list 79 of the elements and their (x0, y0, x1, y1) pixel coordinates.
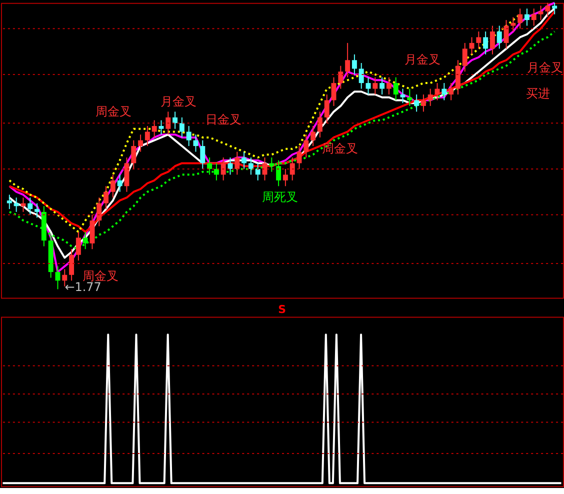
annotation: 周金叉 (322, 141, 358, 156)
candlestick (462, 42, 468, 72)
candlestick (34, 202, 40, 218)
candlestick (214, 162, 219, 181)
candlestick (476, 30, 482, 50)
candlestick (448, 82, 454, 101)
candlestick (372, 76, 378, 95)
candlestick (352, 54, 357, 75)
candlestick (186, 125, 192, 147)
candlestick (131, 140, 136, 170)
candlestick (386, 76, 392, 95)
candlestick (504, 20, 509, 50)
candlestick (531, 8, 536, 26)
candlestick (393, 76, 398, 101)
candlestick (96, 197, 102, 227)
annotation: 买进 (526, 86, 550, 101)
chart-title: S (278, 302, 286, 316)
candlestick (414, 94, 420, 112)
candlestick (366, 76, 371, 95)
candlestick (434, 82, 440, 101)
annotation: 周金叉 (82, 268, 119, 283)
candlestick (428, 88, 433, 106)
candlestick (420, 94, 426, 112)
annotation: 月金叉 (527, 60, 564, 75)
candlestick (345, 42, 350, 78)
candlestick (200, 140, 206, 170)
candlestick (228, 156, 233, 176)
candlestick (483, 30, 488, 55)
candlestick (524, 8, 530, 26)
candlestick (28, 197, 33, 216)
candlestick (490, 25, 495, 55)
candlestick (255, 162, 260, 181)
candlestick (380, 76, 385, 95)
candlestick (317, 111, 322, 138)
candlestick (545, 2, 550, 18)
candlestick (117, 174, 122, 192)
candlestick (152, 120, 157, 138)
annotation: 月金叉 (160, 94, 196, 108)
candlestick (469, 36, 474, 55)
candlestick (69, 248, 74, 282)
candlestick (400, 88, 406, 104)
candlestick (234, 151, 240, 176)
candlestick (124, 156, 130, 192)
candlestick (55, 266, 60, 290)
candlestick (310, 125, 316, 147)
candlestick (282, 168, 288, 187)
candlestick (166, 111, 171, 136)
candlestick (110, 174, 116, 198)
candlestick (248, 156, 254, 176)
candlestick (242, 151, 247, 170)
annotation: 周死叉 (262, 190, 298, 204)
annotation: 周金叉 (96, 104, 132, 118)
candlestick (6, 194, 12, 210)
candlestick (304, 134, 309, 158)
candlestick (276, 160, 282, 187)
candlestick (144, 125, 150, 147)
candlestick (179, 116, 184, 138)
candlestick (552, 2, 558, 15)
annotation: 月金叉 (404, 52, 441, 67)
candlestick (76, 231, 81, 262)
candlestick (510, 16, 516, 32)
candlestick (496, 25, 502, 50)
annotation: 日金叉 (205, 112, 242, 126)
candlestick (338, 65, 344, 90)
candlestick (269, 156, 274, 172)
candlestick (220, 156, 226, 181)
candlestick (538, 5, 544, 21)
candlestick (158, 120, 164, 136)
candlestick (104, 186, 109, 210)
candlestick (442, 82, 447, 101)
candlestick (358, 62, 364, 90)
candlestick (290, 156, 295, 181)
candlestick (90, 214, 95, 250)
candlestick (138, 134, 144, 152)
candlestick (518, 8, 523, 30)
candlestick (207, 156, 212, 176)
candlestick (455, 60, 460, 95)
candlestick (172, 111, 178, 130)
candlestick (324, 94, 330, 124)
